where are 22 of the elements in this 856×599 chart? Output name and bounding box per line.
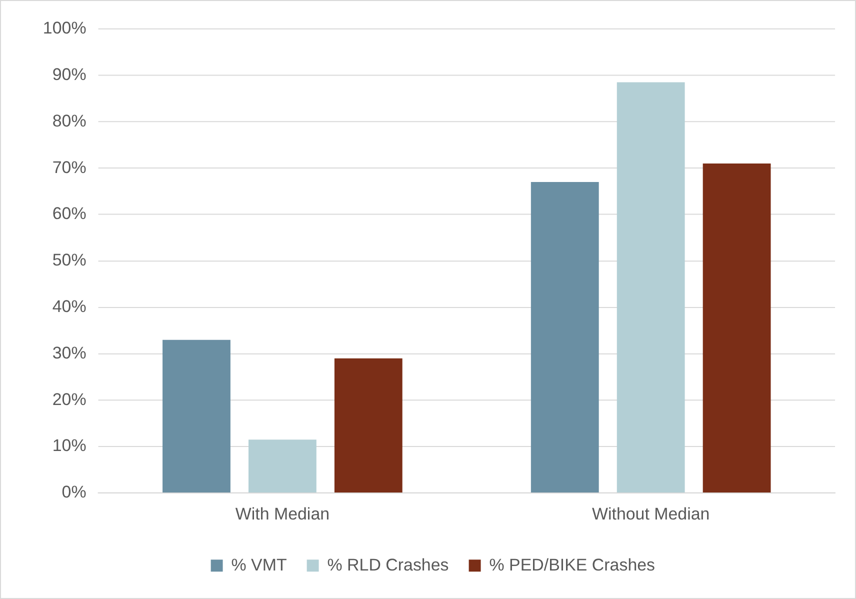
y-tick-label: 0% <box>62 482 86 502</box>
y-tick-label: 90% <box>52 64 86 84</box>
legend-label: % RLD Crashes <box>327 555 449 574</box>
bar <box>530 182 599 492</box>
bar <box>248 440 316 492</box>
y-tick-label: 10% <box>52 436 86 456</box>
bar <box>616 82 685 492</box>
y-tick-label: 20% <box>52 390 86 409</box>
y-tick-label: 30% <box>52 343 86 362</box>
bar <box>162 340 230 492</box>
x-tick-label: Without Median <box>592 504 710 524</box>
y-tick-label: 70% <box>52 158 86 177</box>
bar <box>334 358 402 492</box>
y-tick-label: 40% <box>52 297 86 316</box>
legend-label: % PED/BIKE Crashes <box>489 555 656 574</box>
y-tick-label: 100% <box>42 18 86 38</box>
x-tick-label: With Median <box>235 504 330 524</box>
legend-label: % VMT <box>231 555 287 574</box>
y-tick-label: 50% <box>52 250 86 270</box>
bar <box>702 163 771 492</box>
y-tick-label: 80% <box>52 111 86 130</box>
y-tick-label: 60% <box>52 204 86 224</box>
